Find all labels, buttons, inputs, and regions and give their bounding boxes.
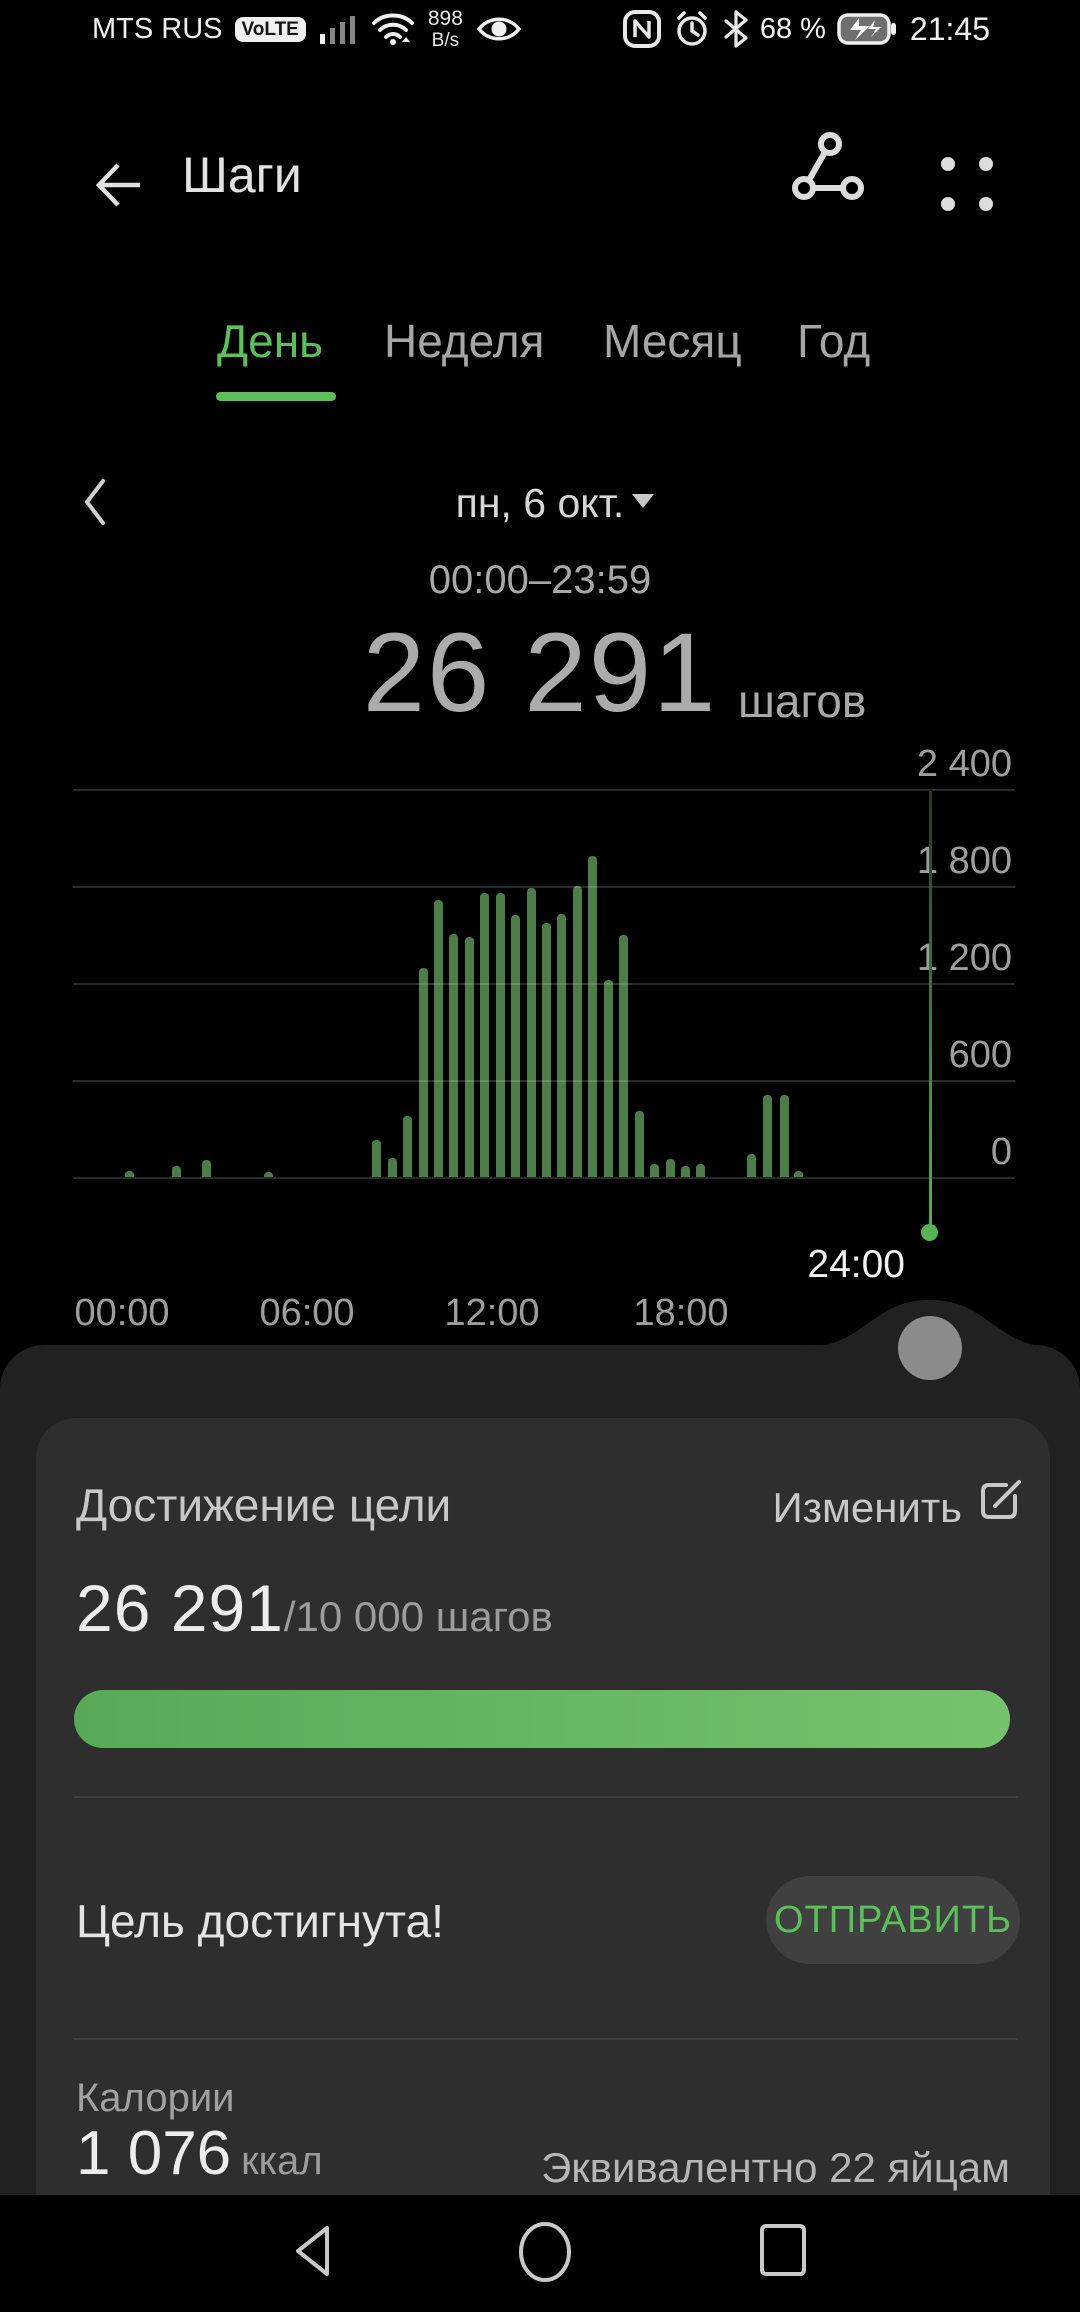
time-slider-handle[interactable] [898, 1316, 962, 1380]
battery-charging-icon [837, 12, 899, 46]
chart-cursor-dot [921, 1224, 938, 1241]
chart-y-tick-label: 600 [948, 1034, 1012, 1076]
time-range-label: 00:00–23:59 [428, 558, 652, 602]
chart-cursor-line [929, 791, 932, 1228]
date-dropdown-caret-icon [632, 494, 654, 508]
tab-day[interactable]: День [217, 315, 324, 367]
share-data-icon[interactable] [788, 128, 868, 208]
goal-progress-values: 26 291 /10 000 шагов [76, 1570, 553, 1646]
android-navigation-bar [0, 2195, 1080, 2312]
send-button[interactable]: ОТПРАВИТЬ [766, 1876, 1020, 1964]
chart-bar [603, 979, 613, 1177]
tab-month[interactable]: Месяц [603, 315, 742, 367]
goal-target-label: /10 000 шагов [283, 1593, 553, 1640]
divider [74, 1796, 1018, 1798]
date-selector[interactable]: пн, 6 окт. [455, 480, 625, 526]
chart-bar [171, 1165, 181, 1177]
page-title: Шаги [182, 147, 302, 203]
chart-x-tick-label: 12:00 [444, 1292, 540, 1334]
chart-bar [433, 899, 443, 1177]
chart-bar [464, 936, 474, 1177]
calories-unit: ккал [241, 2139, 323, 2183]
bluetooth-icon [723, 10, 749, 48]
chart-bar [747, 1153, 757, 1177]
chart-gridline [73, 1177, 1015, 1179]
chart-bar [449, 933, 459, 1177]
nav-recents-icon[interactable] [757, 2221, 809, 2279]
chart-bar [588, 856, 598, 1177]
steps-total-value: 26 291 [362, 610, 718, 735]
chart-bar [125, 1171, 135, 1177]
clock-label: 21:45 [909, 10, 990, 47]
chart-x-tick-label: 06:00 [259, 1292, 355, 1334]
edit-goal-button[interactable]: Изменить [772, 1484, 962, 1531]
back-button[interactable] [90, 156, 148, 214]
chart-x-tick-label: 18:00 [633, 1292, 729, 1334]
volte-badge: VoLTE [234, 16, 306, 42]
previous-day-chevron[interactable] [80, 476, 110, 528]
chart-gridline [73, 886, 1015, 888]
chart-bar [418, 968, 428, 1177]
calories-value: 1 076 [76, 2119, 232, 2188]
chart-bar [526, 888, 536, 1177]
steps-total-unit: шагов [738, 675, 867, 727]
chart-bar [542, 923, 552, 1177]
chart-bar [557, 914, 567, 1177]
chart-x-tick-label: 00:00 [74, 1292, 170, 1334]
goal-progress-bar [74, 1690, 1010, 1748]
chart-bar [511, 915, 521, 1177]
chart-bar [480, 893, 490, 1177]
nav-home-icon[interactable] [516, 2221, 574, 2283]
chart-y-tick-label: 1 800 [916, 840, 1012, 882]
battery-percent-label: 68 % [759, 12, 826, 45]
divider [74, 2038, 1018, 2040]
chart-gridline [73, 1080, 1015, 1082]
eye-comfort-icon [475, 12, 523, 46]
network-speed: 898 B/s [427, 7, 463, 51]
nfc-icon [622, 10, 661, 48]
steps-chart[interactable]: 18:00 12:00 06:00 00:00 0 600 1 200 1 800 2 400 … [0, 0, 1080, 1345]
chart-y-tick-label: 1 200 [916, 937, 1012, 979]
calories-equivalent-label: Эквивалентно 22 яйцам [541, 2144, 1010, 2191]
chart-bar [680, 1165, 690, 1177]
chart-gridline [73, 983, 1015, 985]
chart-y-tick-label: 2 400 [916, 743, 1012, 785]
chart-bar [264, 1172, 274, 1177]
chart-bar [387, 1157, 397, 1177]
chart-bar [619, 934, 629, 1177]
chart-gridline [73, 789, 1015, 791]
wifi-icon [370, 11, 416, 47]
goal-achieved-label: Цель достигнута! [76, 1895, 444, 1947]
nav-back-icon[interactable] [287, 2221, 337, 2281]
chart-bar [762, 1095, 772, 1177]
more-menu-icon[interactable] [932, 140, 996, 216]
chart-bar [779, 1094, 789, 1177]
chart-cursor-label: 24:00 [807, 1243, 905, 1286]
calories-values: 1 076 ккал [76, 2118, 323, 2189]
chart-bar [403, 1116, 413, 1177]
tab-year[interactable]: Год [797, 315, 871, 367]
chart-bar [572, 886, 582, 1177]
carrier-label: MTS RUS [92, 12, 223, 45]
chart-bar [634, 1110, 644, 1177]
goal-card-title: Достижение цели [76, 1479, 452, 1531]
chart-bar [372, 1139, 382, 1177]
chart-bar [650, 1164, 660, 1177]
signal-strength-icon [318, 12, 358, 46]
alarm-icon [672, 9, 712, 49]
active-tab-underline [216, 392, 336, 401]
calories-section-label: Калории [76, 2076, 235, 2120]
edit-icon[interactable] [976, 1476, 1024, 1524]
goal-steps-value: 26 291 [76, 1571, 284, 1645]
chart-bar [495, 893, 505, 1177]
chart-y-tick-label: 0 [990, 1131, 1012, 1173]
chart-bar [202, 1160, 212, 1177]
goal-card [36, 1418, 1050, 2195]
chart-bar [696, 1164, 706, 1177]
status-bar: MTS RUS VoLTE 89 [0, 0, 1080, 58]
chart-bar [665, 1159, 675, 1177]
chart-bar [793, 1170, 803, 1177]
tab-week[interactable]: Неделя [384, 315, 545, 367]
